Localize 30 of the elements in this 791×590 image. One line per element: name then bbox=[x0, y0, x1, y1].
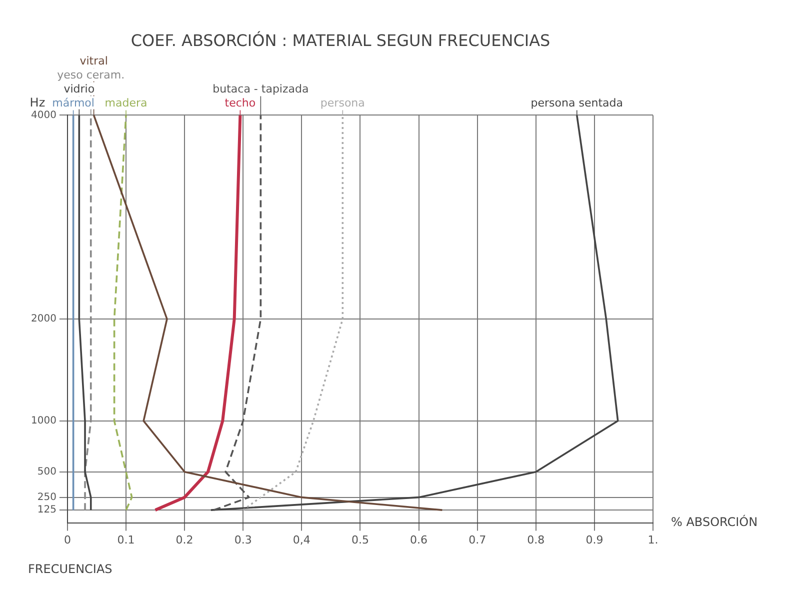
y-tick-label: 125 bbox=[37, 504, 56, 516]
x-tick-label: 0.5 bbox=[351, 533, 369, 546]
y-tick-label: 500 bbox=[37, 466, 56, 478]
y-tick-label: 2000 bbox=[30, 314, 56, 325]
text: vidrio bbox=[64, 82, 95, 96]
x-tick-label: 0.8 bbox=[527, 533, 545, 546]
y-tick-label: 250 bbox=[37, 492, 56, 503]
series-label: persona sentada bbox=[530, 96, 623, 110]
x-tick-label: 0.1 bbox=[117, 533, 135, 546]
x-tick-label: 1. bbox=[648, 533, 658, 546]
x-tick-label: 0.7 bbox=[468, 533, 486, 546]
text: yeso ceram. bbox=[57, 68, 125, 82]
x-tick-label: 0.6 bbox=[410, 533, 428, 546]
x-tick-label: 0.3 bbox=[234, 533, 252, 546]
x-tick-label: 0,4 bbox=[292, 533, 310, 546]
x-tick-label: 0 bbox=[64, 533, 71, 546]
text: FRECUENCIAS bbox=[28, 562, 112, 576]
series-label: madera bbox=[104, 96, 148, 110]
series-label: persona bbox=[320, 96, 365, 110]
y-tick-label: 1000 bbox=[30, 415, 56, 426]
text: butaca - tapizada bbox=[212, 82, 309, 96]
y-axis-title: Hz bbox=[30, 95, 46, 110]
y-tick-label: 4000 bbox=[30, 110, 56, 121]
chart-title: COEF. ABSORCIÓN : MATERIAL SEGUN FRECUENCIAS bbox=[130, 30, 550, 50]
text: vitral bbox=[80, 54, 108, 68]
x-tick-label: 0.2 bbox=[176, 533, 194, 546]
x-axis-title: % ABSORCIÓN bbox=[671, 514, 758, 529]
series-label: techo bbox=[224, 96, 256, 110]
series-label: mármol bbox=[52, 96, 94, 110]
x-tick-label: 0.9 bbox=[586, 533, 604, 546]
